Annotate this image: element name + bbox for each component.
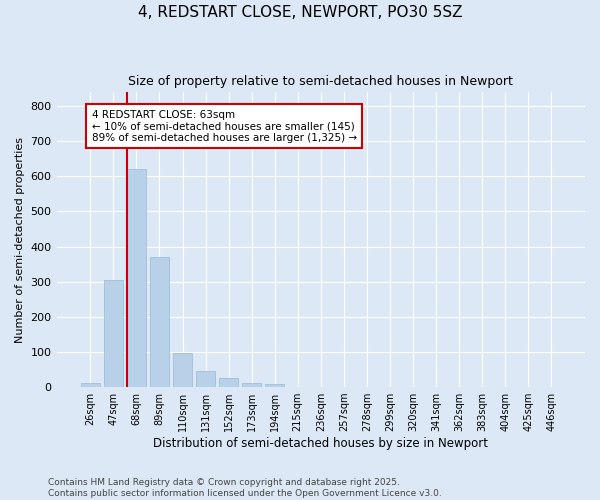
Bar [196,370,215,387]
X-axis label: Distribution of semi-detached houses by size in Newport: Distribution of semi-detached houses by … [153,437,488,450]
Bar [104,280,123,387]
Text: Contains HM Land Registry data © Crown copyright and database right 2025.
Contai: Contains HM Land Registry data © Crown c… [48,478,442,498]
Title: Size of property relative to semi-detached houses in Newport: Size of property relative to semi-detach… [128,75,513,88]
Bar [127,169,146,387]
Text: 4, REDSTART CLOSE, NEWPORT, PO30 5SZ: 4, REDSTART CLOSE, NEWPORT, PO30 5SZ [138,5,462,20]
Y-axis label: Number of semi-detached properties: Number of semi-detached properties [15,136,25,342]
Bar [265,384,284,387]
Bar [149,257,169,387]
Bar [219,378,238,387]
Bar [80,383,100,387]
Bar [173,352,193,387]
Text: 4 REDSTART CLOSE: 63sqm
← 10% of semi-detached houses are smaller (145)
89% of s: 4 REDSTART CLOSE: 63sqm ← 10% of semi-de… [92,110,356,142]
Bar [242,383,262,387]
